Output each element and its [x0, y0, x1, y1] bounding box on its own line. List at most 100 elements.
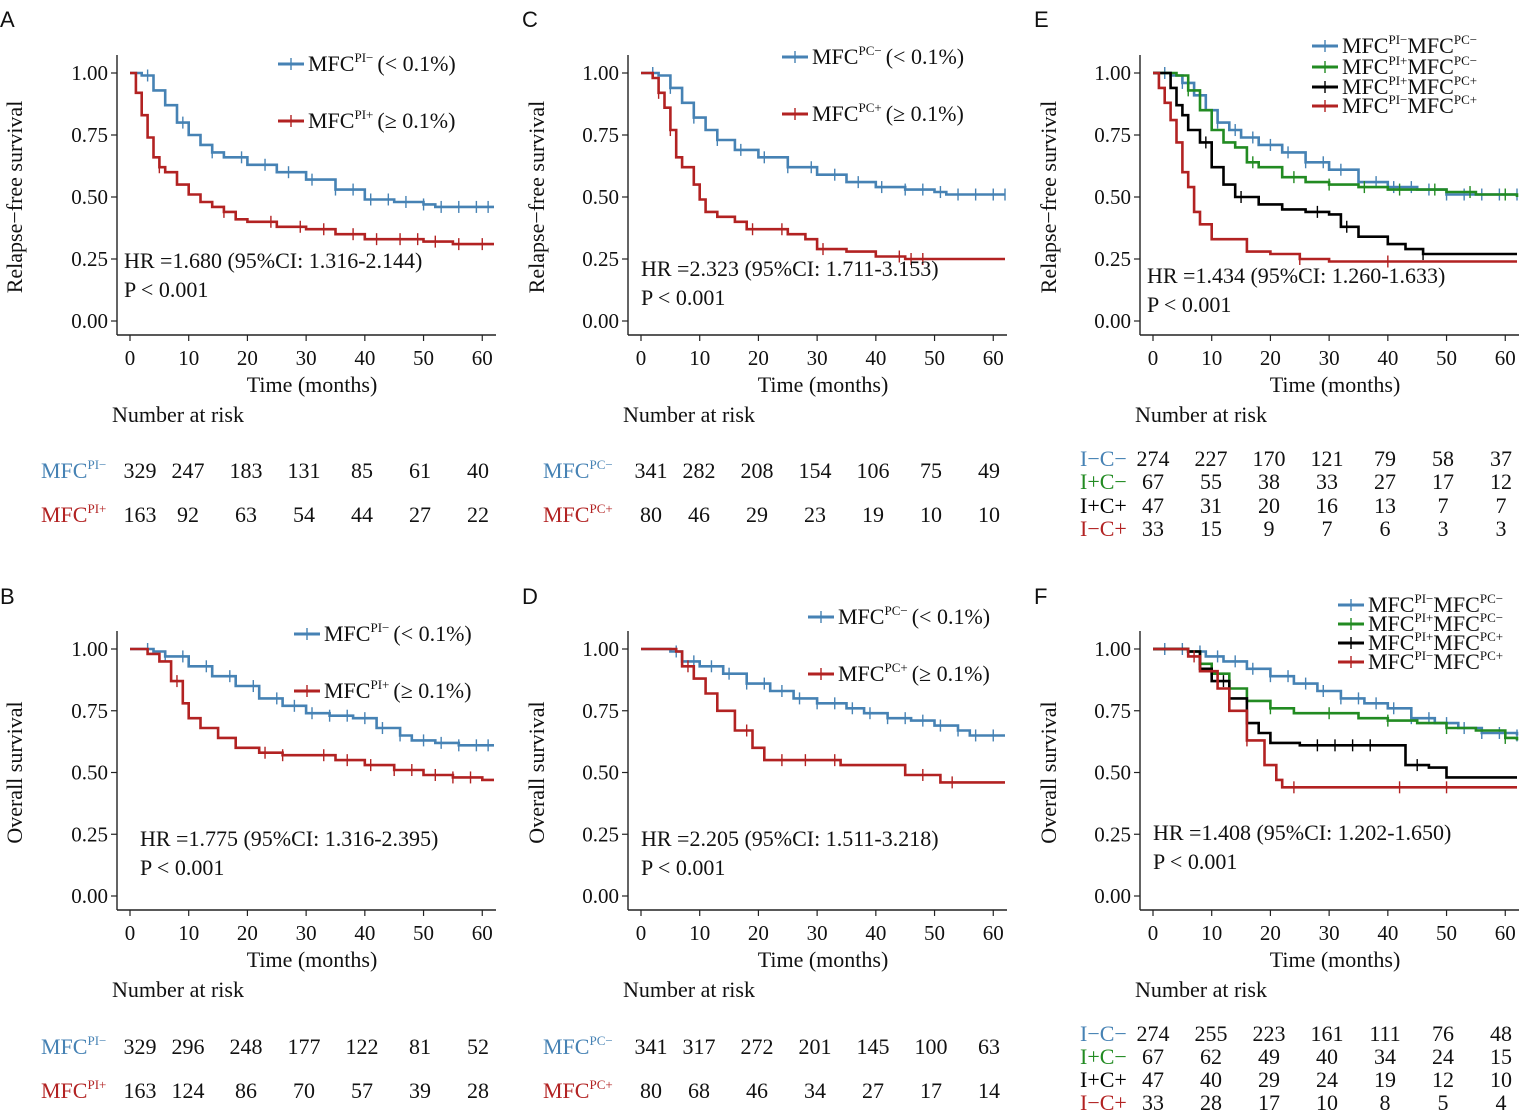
legend-base-2: MFC: [1433, 592, 1479, 617]
risk-count: 61: [409, 458, 431, 483]
risk-count: 4: [1496, 1090, 1507, 1115]
risk-row-label: MFCPI−: [41, 1033, 106, 1059]
risk-row-label: I+C−: [1080, 469, 1127, 494]
risk-count: 34: [1374, 1044, 1396, 1069]
risk-count: 106: [857, 458, 890, 483]
risk-count: 161: [1311, 1021, 1344, 1046]
risk-count: 27: [409, 502, 431, 527]
panel-e: E 0.00 0.25 0.50 0.75 1.00 0 10 20 30 40 50 60 Time (…: [1034, 7, 1519, 541]
risk-count: 19: [1374, 1067, 1396, 1092]
risk-count: 16: [1316, 493, 1338, 518]
km-curve-1: [130, 647, 494, 747]
legend-base-2: MFC: [1433, 649, 1479, 674]
x-tick-label: 50: [1436, 346, 1457, 370]
panel-a: A 0.00 0.25 0.50 0.75 1.00 0 10 20 30 40 50 60 Time (…: [0, 7, 496, 527]
risk-row-label: I−C+: [1080, 516, 1127, 541]
p-value-text: P < 0.001: [641, 285, 725, 310]
y-tick-label: 0.75: [71, 699, 108, 723]
risk-count: 46: [688, 502, 710, 527]
x-tick-label: 30: [1319, 921, 1340, 945]
x-tick-label: 60: [1495, 921, 1516, 945]
panel-label: F: [1034, 584, 1047, 609]
legend-tail: (< 0.1%): [912, 604, 990, 629]
x-axis-title: Time (months): [758, 947, 889, 972]
y-tick-label: 0.75: [1094, 699, 1131, 723]
hazard-ratio-text: HR =1.680 (95%CI: 1.316-2.144): [124, 248, 422, 273]
legend-item: MFCPI+MFCPC−: [1312, 53, 1477, 79]
risk-count: 208: [741, 458, 774, 483]
risk-count: 55: [1200, 469, 1222, 494]
y-tick-label: 1.00: [582, 61, 619, 85]
risk-row-label-base: I+C−: [1080, 1044, 1127, 1069]
x-tick-label: 50: [924, 921, 945, 945]
risk-row-label: I−C−: [1080, 1021, 1127, 1046]
legend-label: MFCPI− (< 0.1%): [324, 620, 472, 646]
y-tick-label: 0.00: [1094, 309, 1131, 333]
legend-sup: PI+: [1414, 629, 1433, 644]
y-tick-label: 0.00: [1094, 884, 1131, 908]
risk-count: 47: [1142, 493, 1164, 518]
risk-count: 46: [746, 1078, 768, 1103]
risk-count: 154: [799, 458, 832, 483]
y-tick-label: 1.00: [71, 637, 108, 661]
legend-base-2: MFC: [1407, 54, 1453, 79]
risk-count: 70: [293, 1078, 315, 1103]
risk-count: 54: [293, 502, 315, 527]
risk-row-label-base: I+C−: [1080, 469, 1127, 494]
risk-row-label: MFCPI+: [41, 1077, 106, 1103]
legend-item: MFCPI−MFCPC−: [1312, 32, 1477, 58]
risk-count: 40: [467, 458, 489, 483]
risk-count: 3: [1438, 516, 1449, 541]
x-tick-label: 20: [1260, 921, 1281, 945]
km-curve-4: [1153, 71, 1517, 263]
legend-item: MFCPI− (< 0.1%): [278, 50, 456, 76]
legend-tail: (< 0.1%): [393, 621, 471, 646]
p-value-text: P < 0.001: [1153, 849, 1237, 874]
legend-tail: (< 0.1%): [377, 51, 455, 76]
risk-count: 20: [1258, 493, 1280, 518]
y-tick-label: 0.00: [71, 884, 108, 908]
x-tick-label: 50: [413, 346, 434, 370]
risk-count: 63: [235, 502, 257, 527]
km-curve-2: [130, 71, 494, 246]
risk-count: 67: [1142, 469, 1164, 494]
risk-row-label-base: MFC: [41, 458, 87, 483]
risk-count: 317: [683, 1034, 716, 1059]
legend-item: MFCPI−MFCPC+: [1338, 648, 1503, 674]
legend-base: MFC: [838, 604, 884, 629]
km-curve-1: [641, 71, 1005, 196]
p-value-text: P < 0.001: [140, 855, 224, 880]
risk-row-label-base: I−C−: [1080, 446, 1127, 471]
risk-count: 10: [920, 502, 942, 527]
risk-count: 10: [1490, 1067, 1512, 1092]
y-axis-title: Overall survival: [1036, 701, 1061, 843]
risk-count: 227: [1195, 446, 1228, 471]
legend-item: MFCPI−MFCPC+: [1312, 92, 1477, 118]
risk-count: 29: [1258, 1067, 1280, 1092]
risk-count: 37: [1490, 446, 1512, 471]
risk-count: 33: [1316, 469, 1338, 494]
risk-count: 247: [172, 458, 205, 483]
y-tick-label: 0.75: [582, 699, 619, 723]
x-axis-title: Time (months): [1270, 372, 1401, 397]
risk-count: 255: [1195, 1021, 1228, 1046]
legend-base: MFC: [1368, 649, 1414, 674]
legend-label: MFCPC− (< 0.1%): [812, 43, 964, 69]
risk-row-label-base: MFC: [543, 458, 589, 483]
panel-label: D: [522, 584, 538, 609]
risk-row-label-sup: PC+: [589, 1077, 612, 1092]
legend-item: MFCPI− (< 0.1%): [294, 620, 472, 646]
legend-base: MFC: [1368, 630, 1414, 655]
hazard-ratio-text: HR =1.434 (95%CI: 1.260-1.633): [1147, 263, 1445, 288]
risk-row-label: MFCPI+: [41, 501, 106, 527]
risk-count: 163: [124, 502, 157, 527]
y-tick-label: 0.25: [1094, 247, 1131, 271]
risk-count: 248: [230, 1034, 263, 1059]
x-tick-label: 50: [413, 921, 434, 945]
risk-count: 12: [1432, 1067, 1454, 1092]
legend-base: MFC: [1342, 74, 1388, 99]
risk-table-title: Number at risk: [623, 977, 755, 1002]
risk-count: 52: [467, 1034, 489, 1059]
y-tick-label: 0.00: [582, 884, 619, 908]
x-tick-label: 40: [354, 921, 375, 945]
